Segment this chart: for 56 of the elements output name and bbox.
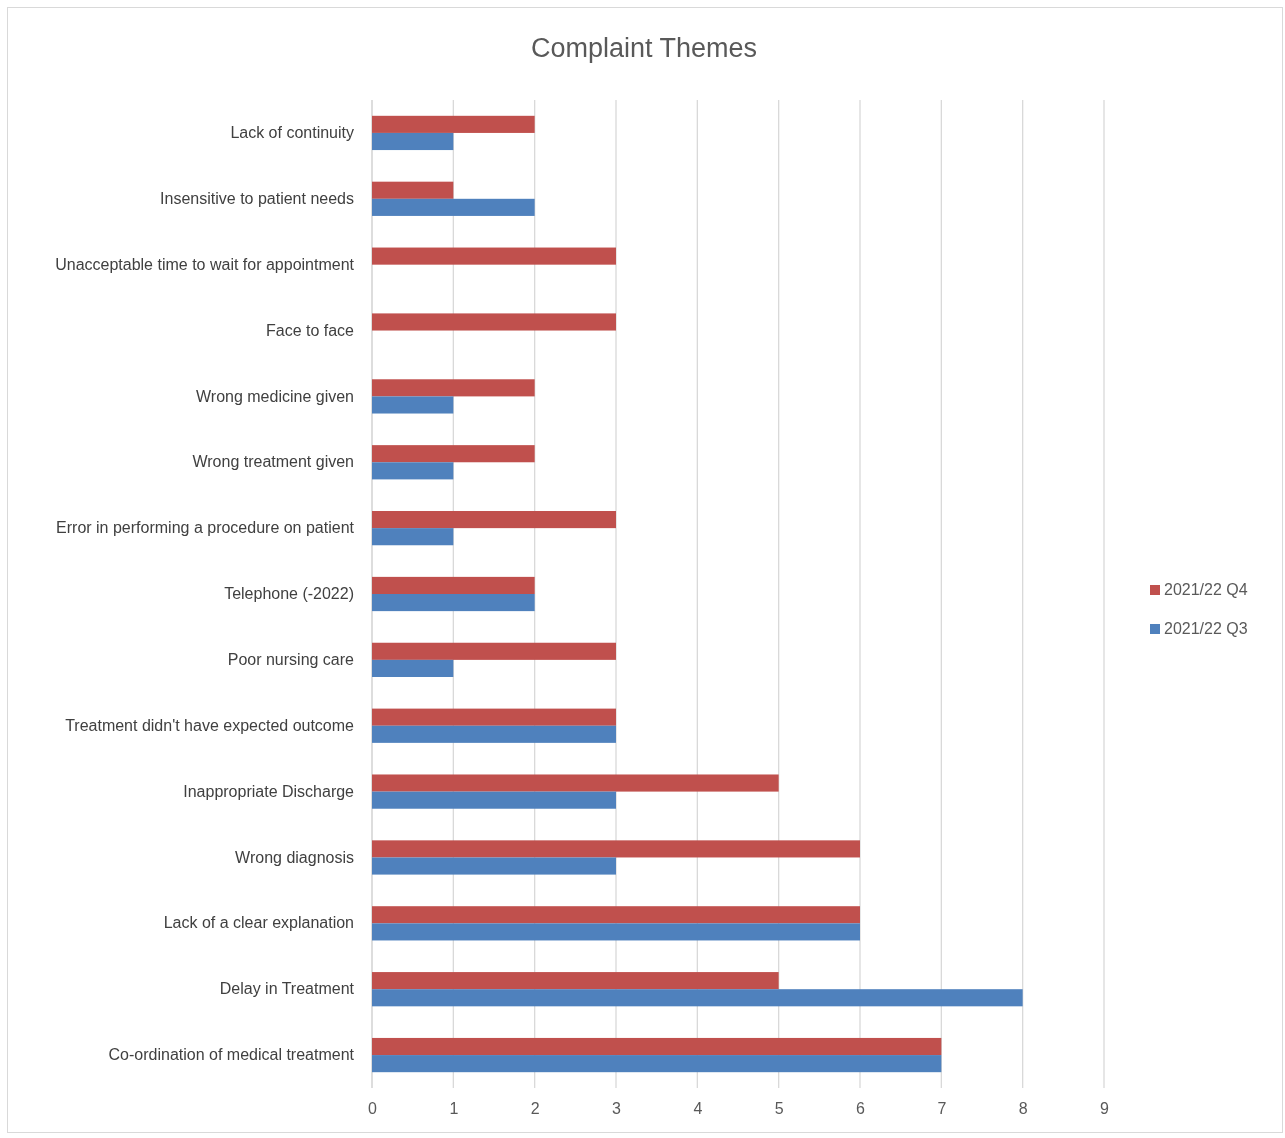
x-tick-label: 1 xyxy=(449,1100,459,1118)
bar xyxy=(372,247,616,265)
bar xyxy=(372,198,535,216)
y-tick-label: Telephone (-2022) xyxy=(224,585,354,603)
bar xyxy=(372,313,616,331)
bar xyxy=(372,462,454,480)
bar xyxy=(372,774,779,792)
bar xyxy=(372,528,454,546)
x-tick-label: 2 xyxy=(530,1100,540,1118)
bar xyxy=(372,923,860,941)
bar xyxy=(372,989,1023,1007)
bar xyxy=(372,132,454,151)
x-tick-label: 9 xyxy=(1100,1100,1110,1118)
y-tick-label: Lack of a clear explanation xyxy=(163,914,354,932)
y-tick-label: Wrong treatment given xyxy=(192,453,354,471)
bar xyxy=(372,115,535,133)
y-tick-label: Unacceptable time to wait for appointment xyxy=(55,255,355,273)
y-tick-label: Error in performing a procedure on patient xyxy=(56,519,355,537)
x-tick-label: 6 xyxy=(856,1100,866,1118)
y-tick-label: Face to face xyxy=(265,321,355,339)
legend-label: 2021/22 Q3 xyxy=(1164,620,1248,637)
legend-label: 2021/22 Q4 xyxy=(1164,581,1248,598)
bar xyxy=(372,708,616,726)
bar xyxy=(372,445,535,463)
y-tick-label: Inappropriate Discharge xyxy=(183,782,355,800)
y-tick-label: Lack of continuity xyxy=(230,124,354,142)
y-tick-label: Treatment didn't have expected outcome xyxy=(65,716,355,734)
bar xyxy=(372,511,616,529)
chart-title: Complaint Themes xyxy=(530,33,758,63)
x-tick-label: 5 xyxy=(774,1100,784,1118)
x-tick-label: 4 xyxy=(693,1100,703,1118)
bar xyxy=(372,659,454,677)
bar xyxy=(372,576,535,594)
bar xyxy=(372,1055,942,1073)
y-tick-label: Co-ordination of medical treatment xyxy=(108,1046,355,1064)
bar xyxy=(372,906,860,924)
x-tick-label: 3 xyxy=(612,1100,622,1118)
y-tick-label: Poor nursing care xyxy=(227,650,355,668)
bar xyxy=(372,725,616,743)
y-tick-label: Insensitive to patient needs xyxy=(160,189,354,207)
bar xyxy=(372,857,616,875)
y-tick-label: Wrong diagnosis xyxy=(235,848,354,866)
bar xyxy=(372,642,616,660)
x-tick-label: 7 xyxy=(937,1100,947,1118)
bar xyxy=(372,972,779,990)
bar xyxy=(372,840,860,858)
bar xyxy=(372,1037,942,1056)
x-tick-label: 8 xyxy=(1018,1100,1028,1118)
x-tick-label: 0 xyxy=(368,1100,378,1118)
bar xyxy=(372,396,454,414)
bar xyxy=(372,594,535,612)
bar xyxy=(372,791,616,809)
bar xyxy=(372,379,535,397)
bar xyxy=(372,181,454,199)
y-tick-label: Delay in Treatment xyxy=(219,980,355,998)
y-tick-label: Wrong medicine given xyxy=(195,387,354,405)
